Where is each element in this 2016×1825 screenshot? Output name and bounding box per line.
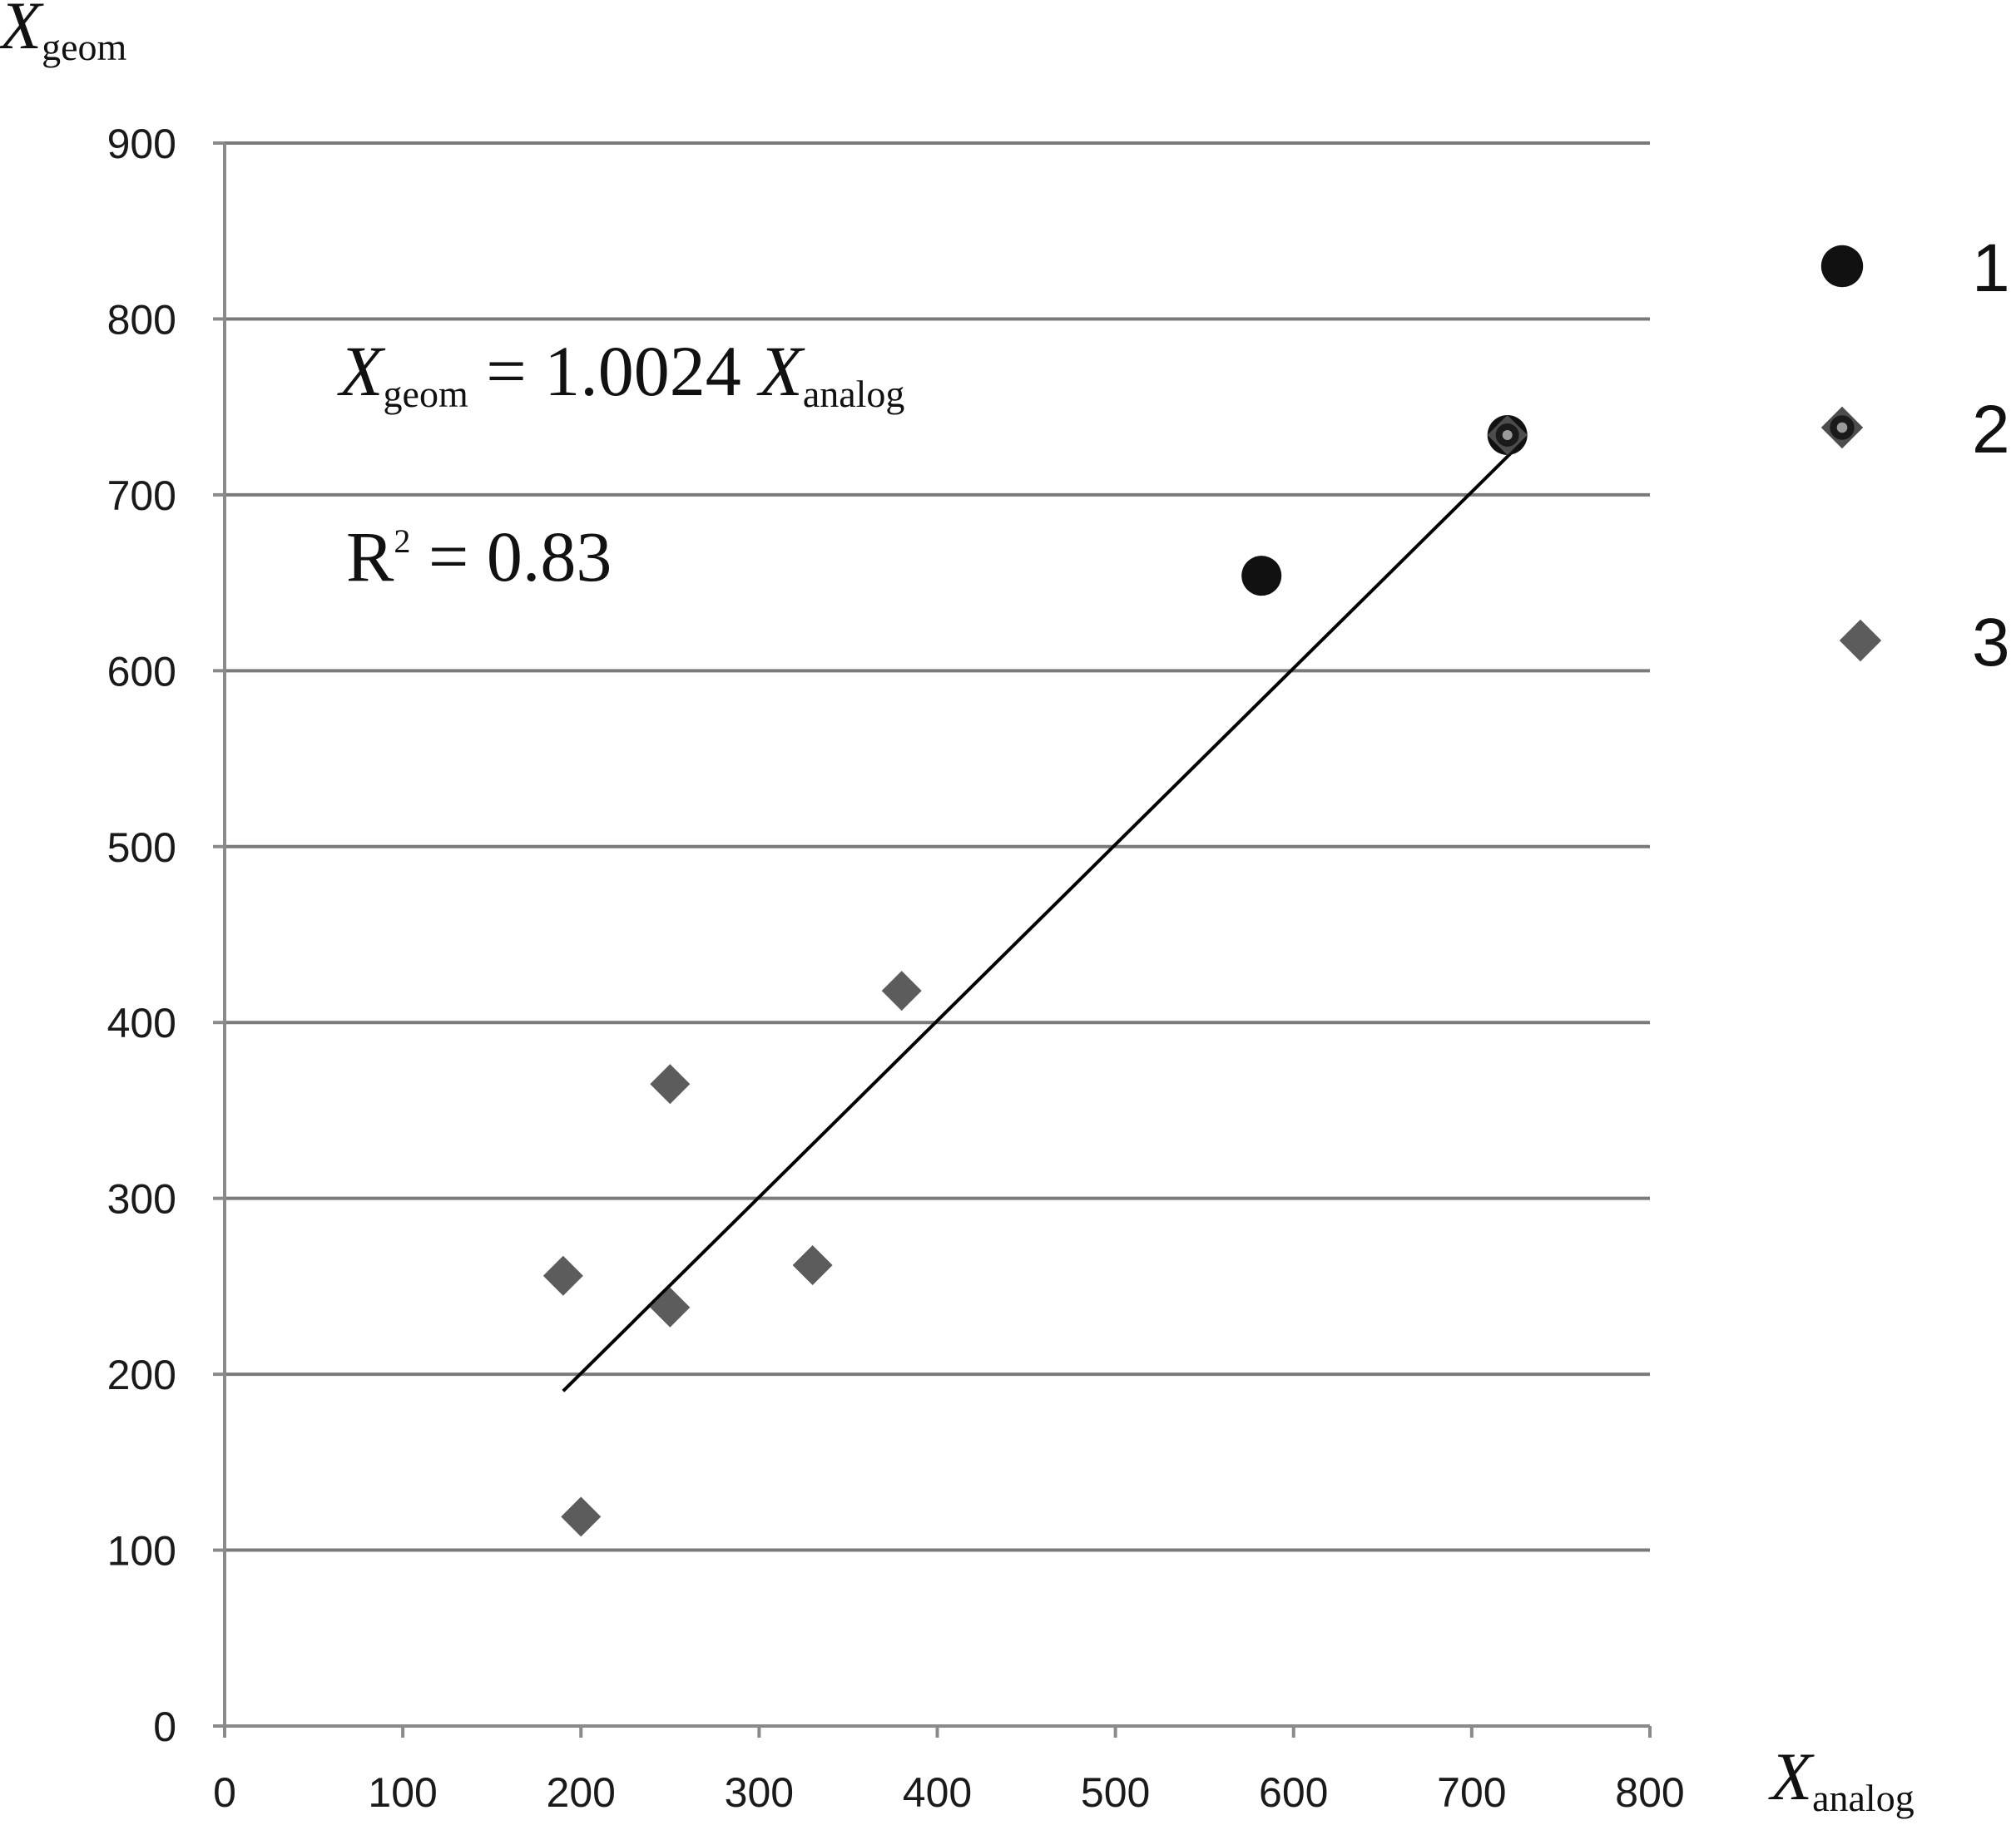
x-tick-label: 600 [1259, 1769, 1328, 1816]
x-axis-label: Xanalog [1768, 1738, 1914, 1819]
series-3-point [792, 1245, 833, 1286]
y-tick-labels: 0 100 200 300 400 500 600 700 800 900 [107, 121, 176, 1750]
equation-rhs-sub: analog [803, 373, 905, 415]
equation-lhs-main: X [337, 331, 386, 411]
y-tick-label: 700 [107, 472, 176, 519]
legend: 1 2 3 [1820, 230, 2010, 680]
y-tick-label: 900 [107, 121, 176, 167]
legend-marker-3 [1839, 619, 1882, 662]
r-squared-sup: 2 [394, 522, 410, 560]
axes [213, 141, 1652, 1738]
data-points [542, 414, 1528, 1537]
equation-lhs-sub: geom [384, 373, 468, 415]
legend-label-2: 2 [1972, 392, 2010, 467]
r-squared-rest: = 0.83 [410, 517, 612, 596]
trendline-group [562, 452, 1513, 1392]
y-tick-label: 0 [153, 1704, 176, 1750]
x-tick-label: 300 [725, 1769, 794, 1816]
y-axis-label-sub: geom [42, 26, 126, 68]
y-tick-label: 100 [107, 1528, 176, 1575]
series-3-point [542, 1255, 583, 1296]
x-tick-label: 100 [368, 1769, 437, 1816]
x-axis-label-main: X [1768, 1738, 1815, 1814]
x-tick-label: 500 [1081, 1769, 1150, 1816]
series-2-point-dot [1502, 429, 1513, 440]
y-tick-label: 300 [107, 1176, 176, 1223]
x-tick-label: 0 [213, 1769, 236, 1816]
legend-marker-2-dot [1836, 422, 1848, 433]
series-3-point [561, 1496, 602, 1537]
regression-equation: Xgeom = 1.0024 Xanalog [337, 331, 904, 415]
y-axis-label: Xgeom [0, 0, 127, 68]
x-axis-label-sub: analog [1812, 1777, 1914, 1819]
series-3-point [881, 971, 922, 1011]
y-tick-label: 400 [107, 1000, 176, 1046]
x-tick-label: 800 [1615, 1769, 1684, 1816]
legend-label-1: 1 [1972, 230, 2010, 306]
legend-label-3: 3 [1972, 605, 2010, 680]
series-3-point [650, 1064, 691, 1105]
equation-rhs-main: X [756, 331, 805, 411]
gridlines [225, 141, 1650, 1552]
y-tick-label: 600 [107, 648, 176, 695]
legend-marker-1 [1820, 245, 1864, 288]
x-tick-labels: 0 100 200 300 400 500 600 700 800 [213, 1769, 1685, 1816]
r-squared-base: R [346, 517, 394, 596]
y-tick-label: 800 [107, 296, 176, 343]
r-squared-annotation: R2 = 0.83 [346, 517, 612, 596]
series-1-point [1241, 556, 1282, 596]
trendline [562, 452, 1513, 1392]
x-tick-label: 400 [903, 1769, 972, 1816]
series-3-point [650, 1287, 691, 1328]
y-tick-label: 500 [107, 824, 176, 871]
y-tick-label: 200 [107, 1352, 176, 1398]
y-axis-label-main: X [0, 0, 44, 63]
equation-middle: = 1.0024 [468, 331, 760, 411]
x-tick-label: 200 [547, 1769, 616, 1816]
x-tick-label: 700 [1437, 1769, 1506, 1816]
